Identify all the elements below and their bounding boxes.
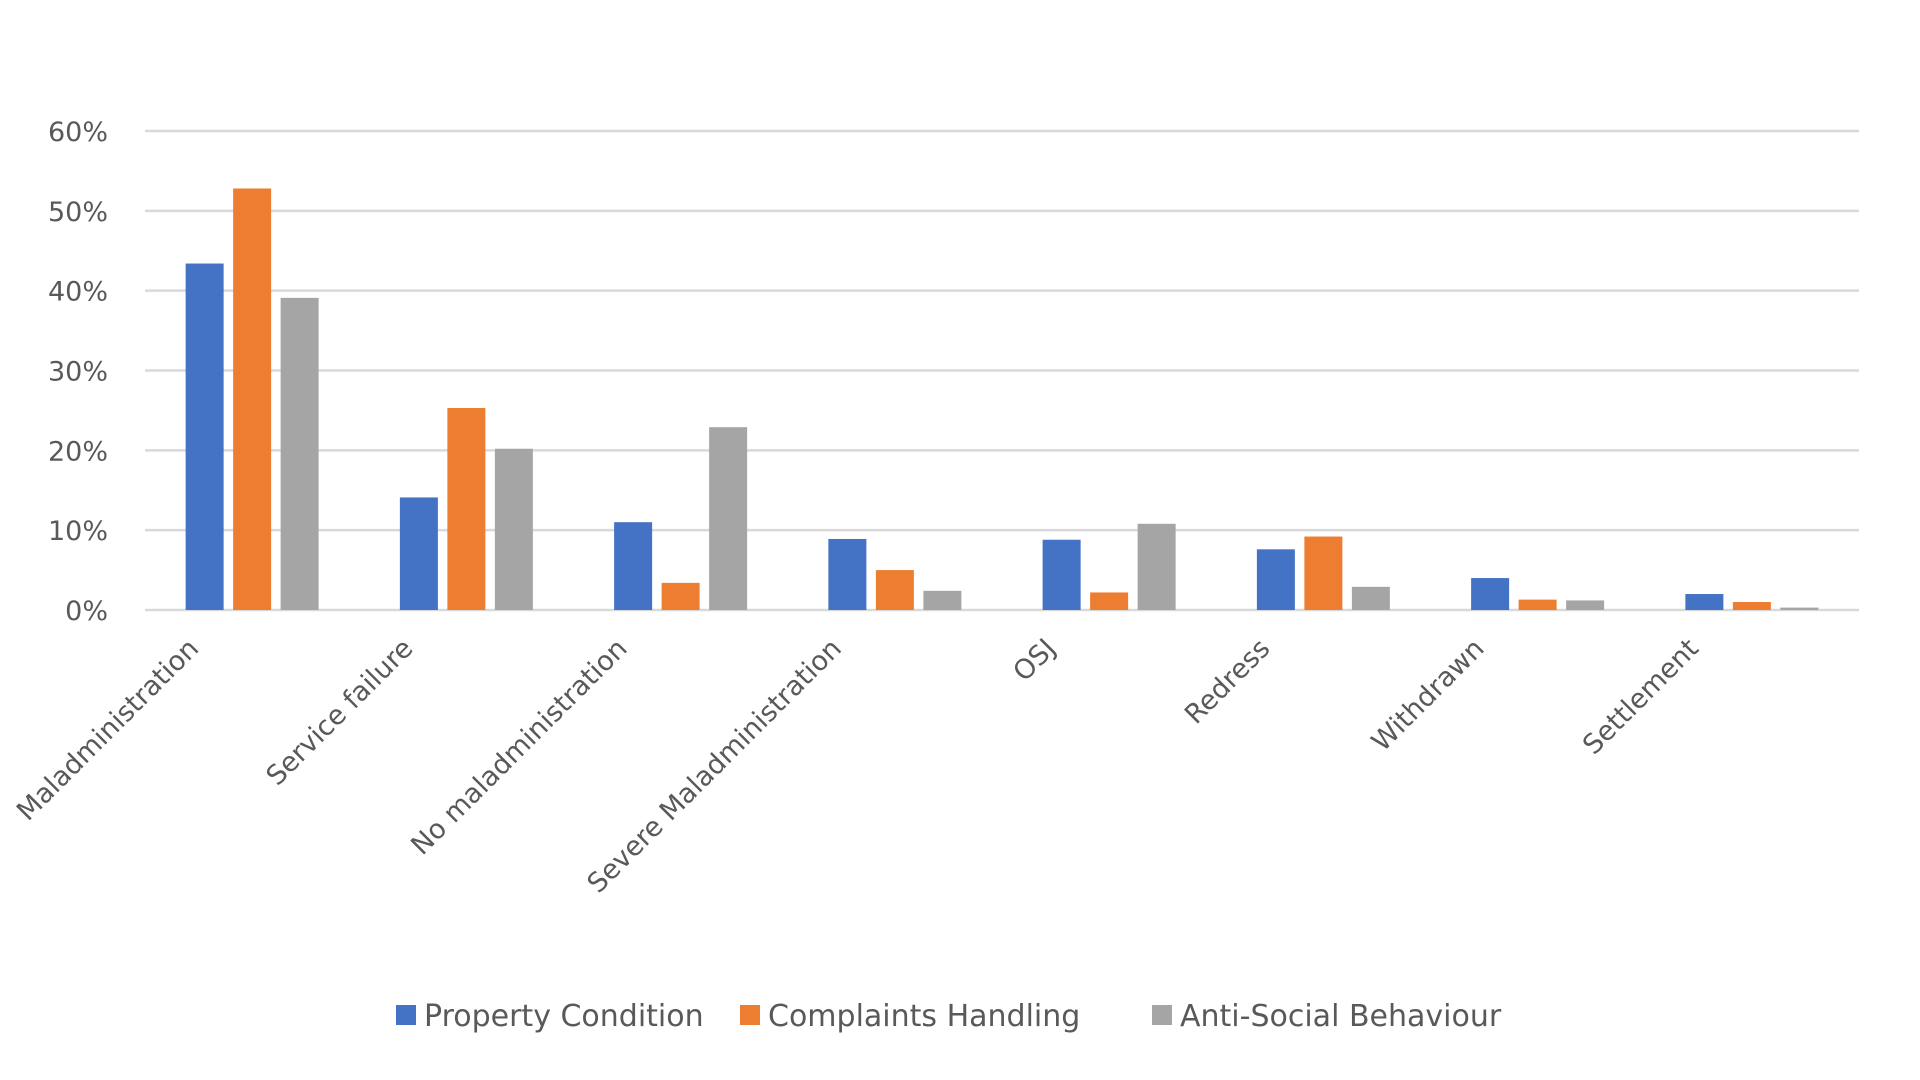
legend: Property Condition Complaints Handling Ant… [396, 999, 1502, 1034]
bar-complaints-handling-redress [1304, 536, 1343, 610]
x-category-label: Service failure [260, 633, 419, 792]
legend-swatch-icon [740, 1005, 760, 1025]
bar-anti-social-behaviour-maladministration [280, 297, 319, 610]
bar-anti-social-behaviour-osj [1137, 523, 1176, 610]
bar-complaints-handling-severe-maladministration [875, 570, 914, 610]
legend-label: Property Condition [424, 999, 704, 1034]
y-axis-ticks: 0% 10% 20% 30% 40% 50% 60% [48, 117, 108, 627]
bar-property-condition-service-failure [399, 497, 438, 610]
legend-label: Anti-Social Behaviour [1180, 999, 1502, 1034]
legend-item: Property Condition [396, 999, 704, 1034]
x-category-label: Redress [1179, 633, 1276, 730]
legend-swatch-icon [396, 1005, 416, 1025]
bar-complaints-handling-service-failure [447, 408, 486, 610]
x-category-label: Maladministration [11, 633, 205, 827]
bar-property-condition-withdrawn [1471, 578, 1510, 610]
bar-property-condition-no-maladministration [614, 522, 653, 610]
bar-property-condition-settlement [1685, 594, 1724, 610]
legend-item: Anti-Social Behaviour [1152, 999, 1502, 1034]
bar-complaints-handling-settlement [1732, 602, 1771, 610]
bar-complaints-handling-no-maladministration [661, 582, 700, 610]
bar-property-condition-severe-maladministration [828, 538, 867, 610]
bar-complaints-handling-maladministration [233, 188, 272, 611]
bar-property-condition-maladministration [185, 263, 224, 610]
bar-property-condition-osj [1042, 539, 1081, 610]
y-tick-label: 60% [48, 117, 108, 148]
bar-anti-social-behaviour-no-maladministration [709, 427, 748, 610]
bar-anti-social-behaviour-withdrawn [1566, 600, 1605, 610]
legend-label: Complaints Handling [768, 999, 1080, 1034]
y-tick-label: 40% [48, 277, 108, 308]
x-category-label: OSJ [1007, 633, 1062, 688]
y-tick-label: 30% [48, 357, 108, 388]
x-category-label: Settlement [1577, 633, 1705, 761]
bar-property-condition-redress [1256, 549, 1295, 610]
legend-item: Complaints Handling [740, 999, 1080, 1034]
bar-complaints-handling-osj [1090, 592, 1129, 610]
x-category-label: Severe Maladministration [582, 633, 848, 899]
y-tick-label: 20% [48, 436, 108, 467]
bar-anti-social-behaviour-severe-maladministration [923, 590, 962, 610]
y-tick-label: 10% [48, 516, 108, 547]
y-tick-label: 0% [65, 596, 108, 627]
bar-complaints-handling-withdrawn [1518, 599, 1557, 610]
x-category-label: No maladministration [405, 633, 633, 861]
bar-anti-social-behaviour-redress [1351, 586, 1390, 610]
bar-anti-social-behaviour-service-failure [494, 448, 533, 610]
x-category-label: Withdrawn [1366, 633, 1491, 758]
y-tick-label: 50% [48, 197, 108, 228]
bars [185, 188, 1819, 611]
legend-swatch-icon [1152, 1005, 1172, 1025]
bar-anti-social-behaviour-settlement [1780, 607, 1819, 610]
